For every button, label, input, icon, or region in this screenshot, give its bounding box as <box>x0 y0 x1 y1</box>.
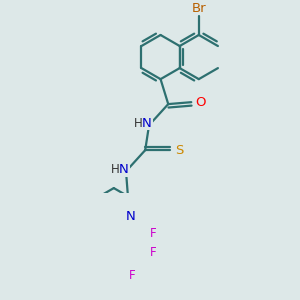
Text: O: O <box>196 96 206 109</box>
Text: N: N <box>119 163 129 176</box>
Text: F: F <box>150 227 156 240</box>
Text: F: F <box>150 246 156 259</box>
Text: Br: Br <box>191 2 206 15</box>
Text: H: H <box>111 163 120 176</box>
Text: S: S <box>176 144 184 157</box>
Text: N: N <box>125 210 135 224</box>
Text: F: F <box>128 269 135 282</box>
Text: H: H <box>134 117 143 130</box>
Text: N: N <box>142 117 152 130</box>
